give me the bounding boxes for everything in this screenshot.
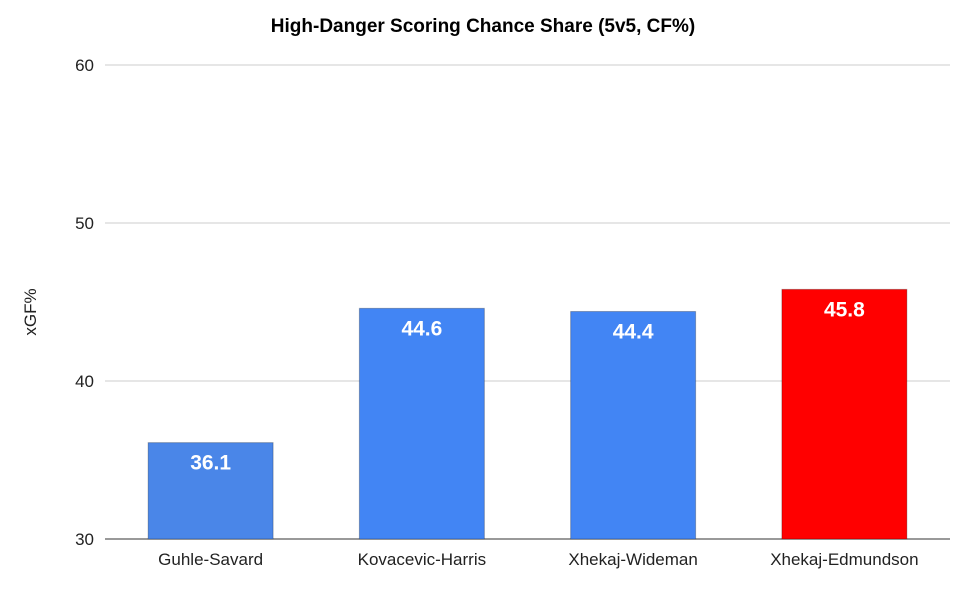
bar-value-label: 44.6 [401, 317, 442, 340]
bar-xhekaj-edmundson [781, 288, 908, 540]
x-tick-label: Guhle-Savard [158, 550, 263, 569]
y-tick-label: 30 [75, 530, 94, 549]
bar-xhekaj-wideman [570, 310, 697, 540]
y-tick-label: 50 [75, 214, 94, 233]
chart-title: High-Danger Scoring Chance Share (5v5, C… [271, 16, 695, 37]
bars [147, 288, 908, 540]
data-labels: 36.1 44.6 44.4 45.8 [190, 298, 865, 474]
x-tick-label: Kovacevic-Harris [358, 550, 486, 569]
bar-value-label: 44.4 [613, 320, 654, 343]
bar-value-label: 36.1 [190, 452, 231, 475]
bar-value-label: 45.8 [824, 298, 865, 321]
bar-kovacevic-harris [358, 307, 485, 540]
y-axis-label: xGF% [21, 288, 40, 335]
y-tick-label: 40 [75, 372, 94, 391]
x-tick-label: Xhekaj-Edmundson [770, 550, 918, 569]
bar-guhle-savard [147, 442, 274, 540]
x-tick-label: Xhekaj-Wideman [568, 550, 697, 569]
y-tick-label: 60 [75, 56, 94, 75]
y-axis-ticks: 30 40 50 60 [75, 56, 94, 549]
x-axis-ticks: Guhle-Savard Kovacevic-Harris Xhekaj-Widem… [158, 550, 918, 569]
